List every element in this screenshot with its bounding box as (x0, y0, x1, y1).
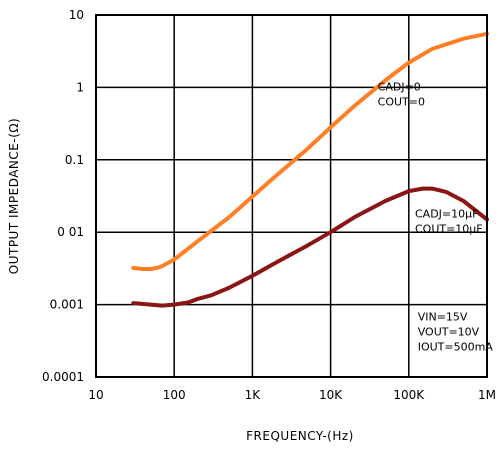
y-tick-label: 1 (76, 80, 84, 94)
x-tick-label: 10 (88, 388, 103, 402)
annotation-text: VIN=15V (418, 311, 468, 324)
annotation-text: CADJ=10μF (415, 207, 478, 220)
x-axis-title: FREQUENCY-(Hz) (246, 429, 354, 443)
annotation-text: CADJ=0 (378, 81, 421, 94)
y-tick-label: 10 (69, 8, 84, 22)
series-line-1 (131, 31, 489, 271)
series-layer (131, 31, 489, 308)
series-line-2 (131, 186, 489, 308)
y-tick-label: 0.001 (50, 298, 84, 312)
y-tick-label: 0 01 (57, 225, 84, 239)
y-tick-label: 0.1 (65, 153, 84, 167)
annotations: CADJ=0 COUT=0 CADJ=10μF COUT=10μF VIN=15V VOU… (378, 81, 494, 354)
annotation-text: COUT=0 (378, 96, 425, 109)
x-tick-label: 1M (478, 388, 496, 402)
x-tick-label: 1K (245, 388, 262, 402)
x-tick-label: 100K (393, 388, 425, 402)
annotation-text: COUT=10μF (415, 222, 483, 235)
plot-frame (95, 14, 488, 378)
annotation-text: VOUT=10V (418, 326, 480, 339)
tick-labels: 10 100 1K 10K 100K 1M 10 1 0.1 0 01 0.001 0.0001 (42, 8, 496, 402)
annotation-text: IOUT=500mA (418, 341, 494, 354)
grid (96, 15, 487, 377)
x-tick-label: 100 (163, 388, 186, 402)
x-tick-label: 10K (319, 388, 343, 402)
y-axis-title: OUTPUT IMPEDANCE-(Ω) (7, 118, 21, 274)
y-tick-label: 0.0001 (42, 370, 84, 384)
